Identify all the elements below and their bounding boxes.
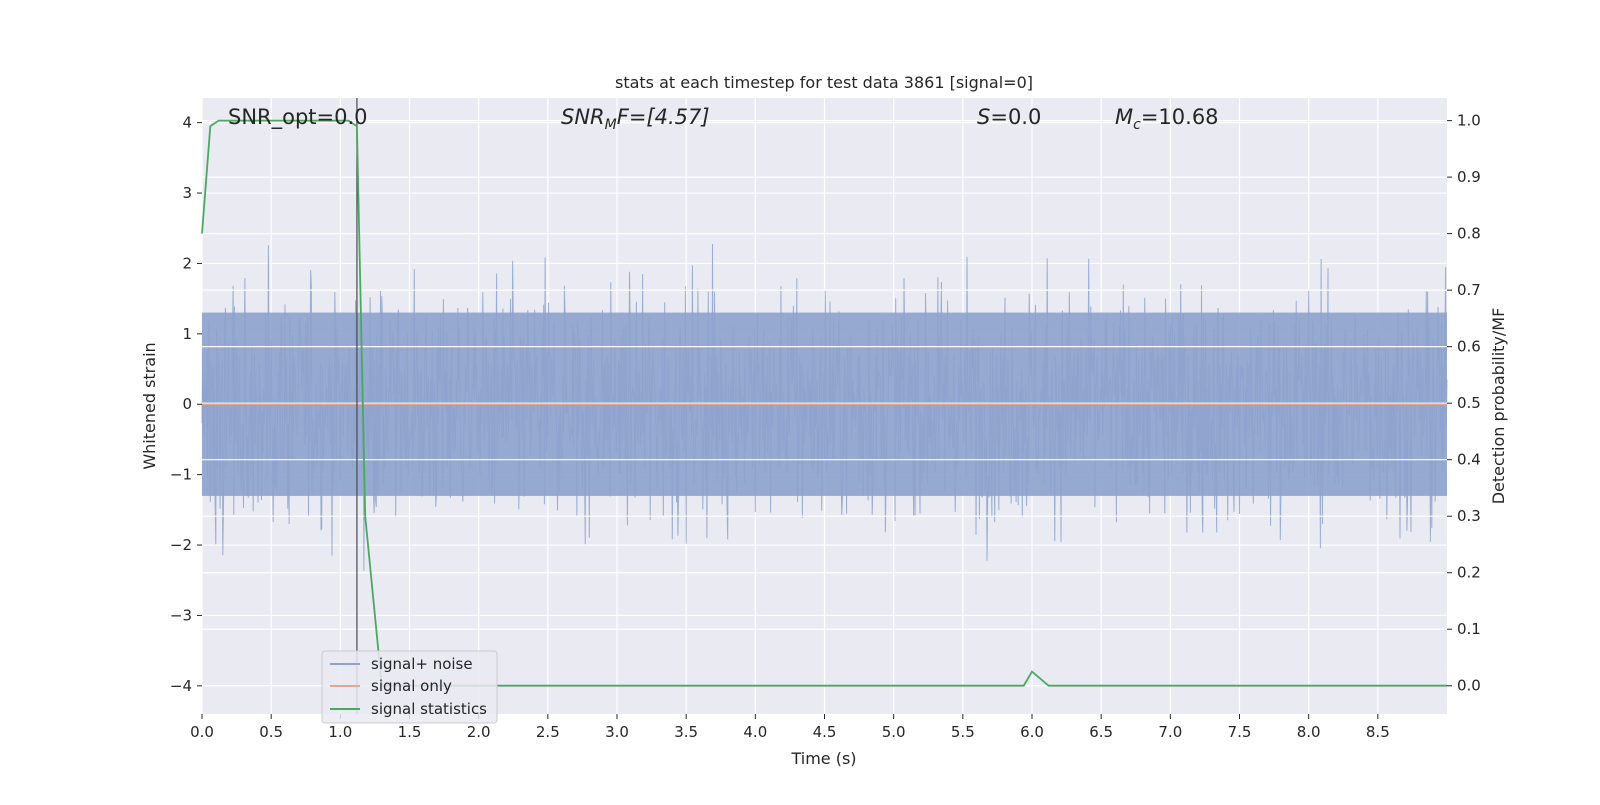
annotation-s-rest: =0.0 [990, 105, 1041, 129]
x-tick-label: 4.0 [743, 723, 767, 741]
annotation-mc: Mc=10.68 [1115, 105, 1219, 133]
y-right-axis-label: Detection probability/MF [1489, 308, 1508, 505]
x-tick-label: 7.0 [1158, 723, 1182, 741]
y-right-tick-label: 0.7 [1457, 281, 1481, 299]
x-tick-label: 2.5 [536, 723, 560, 741]
annotation-snr-mf: SNRMF=[4.57] [561, 105, 710, 133]
legend-label-signal-only: signal only [371, 677, 452, 695]
legend-box [321, 650, 498, 724]
x-tick-label: 0.0 [190, 723, 214, 741]
x-tick-label: 6.5 [1089, 723, 1113, 741]
legend-label-signal-statistics: signal statistics [371, 700, 487, 718]
y-right-tick-label: 0.4 [1457, 451, 1481, 469]
x-tick-label: 4.5 [813, 723, 837, 741]
x-tick-label: 5.0 [882, 723, 906, 741]
annotation-mc-main: M [1115, 105, 1133, 129]
series-signal-statistics [201, 119, 1447, 687]
legend: signal+ noise signal only signal statist… [321, 650, 498, 724]
y-axis-label: Whitened strain [140, 342, 159, 469]
y-right-tick-label: 0.6 [1457, 338, 1481, 356]
annotation-snr-opt: SNR_opt=0.0 [228, 105, 368, 130]
x-tick-label: 3.5 [674, 723, 698, 741]
annotation-snr-mf-rest: F=[4.57] [617, 105, 710, 129]
x-tick-label: 6.0 [1020, 723, 1044, 741]
annotation-mc-rest: =10.68 [1141, 105, 1219, 129]
x-tick-label: 1.0 [328, 723, 352, 741]
y-tick-label: 2 [182, 254, 192, 272]
y-right-tick-label: 0.1 [1457, 620, 1481, 638]
y-right-axis-ticks: 1.0 0.9 0.8 0.7 0.6 0.5 0.4 0.3 0.2 0.1 0.0 [1447, 112, 1481, 695]
x-tick-label: 3.0 [605, 723, 629, 741]
x-tick-label: 7.5 [1228, 723, 1252, 741]
y-right-tick-label: 0.8 [1457, 225, 1481, 243]
y-right-tick-label: 0.9 [1457, 168, 1481, 186]
y-right-tick-label: 1.0 [1457, 112, 1481, 130]
y-tick-label: 3 [182, 184, 192, 202]
x-tick-label: 0.5 [259, 723, 283, 741]
x-axis-ticks: 0.0 0.5 1.0 1.5 2.0 2.5 3.0 3.5 4.0 4.5 5.0 5.5 6.0 6… [190, 714, 1390, 741]
legend-label-signal-noise: signal+ noise [371, 655, 473, 673]
x-axis-label: Time (s) [790, 749, 856, 768]
y-tick-label: −2 [170, 536, 192, 554]
y-right-tick-label: 0.2 [1457, 564, 1481, 582]
x-tick-label: 2.0 [467, 723, 491, 741]
x-tick-label: 1.5 [398, 723, 422, 741]
y-tick-label: −3 [170, 606, 192, 624]
y-right-tick-label: 0.5 [1457, 394, 1481, 412]
annotation-s-main: S [977, 105, 990, 129]
y-axis-ticks: 4 3 2 1 0 −1 −2 −3 −4 [170, 114, 202, 695]
x-tick-label: 8.0 [1297, 723, 1321, 741]
y-right-tick-label: 0.3 [1457, 507, 1481, 525]
y-tick-label: 1 [182, 325, 192, 343]
annotation-snr-mf-main: SNR [561, 105, 605, 129]
chart-title: stats at each timestep for test data 386… [615, 73, 1033, 92]
x-tick-label: 5.5 [951, 723, 975, 741]
y-tick-label: 0 [182, 395, 192, 413]
y-tick-label: −1 [170, 466, 192, 484]
annotation-s: S=0.0 [977, 105, 1041, 129]
y-tick-label: −4 [170, 677, 192, 695]
annotation-mc-sub: c [1133, 117, 1141, 133]
x-tick-label: 8.5 [1366, 723, 1390, 741]
y-right-tick-label: 0.0 [1457, 677, 1481, 695]
annotation-snr-mf-sub: M [605, 117, 617, 133]
y-tick-label: 4 [182, 114, 192, 132]
